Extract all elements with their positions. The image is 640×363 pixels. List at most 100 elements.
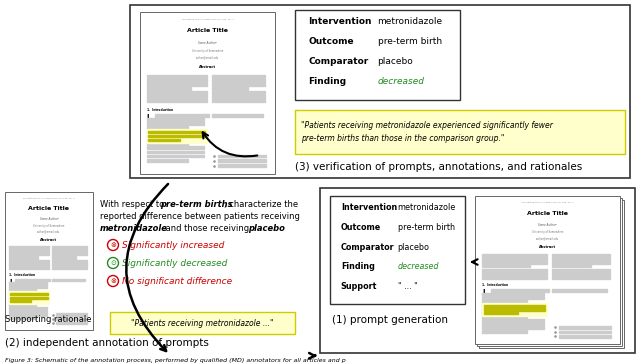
Bar [52, 260, 87, 262]
Text: and those receiving: and those receiving [163, 224, 252, 233]
FancyBboxPatch shape [295, 10, 460, 100]
Bar [52, 246, 87, 248]
Bar [147, 159, 188, 162]
Bar [483, 269, 547, 271]
FancyBboxPatch shape [130, 5, 630, 178]
Bar [483, 308, 543, 310]
Text: Some Author¹: Some Author¹ [40, 217, 58, 221]
Bar [212, 99, 266, 102]
Bar [483, 326, 543, 329]
Text: Outcome: Outcome [341, 223, 381, 232]
Bar [56, 313, 88, 316]
Bar [10, 260, 49, 262]
Text: Supporting rationale: Supporting rationale [5, 315, 92, 324]
Bar [212, 87, 248, 90]
Bar [10, 293, 47, 295]
Bar [10, 293, 47, 295]
Text: author@email.edu: author@email.edu [536, 236, 559, 240]
Text: (3) verification of prompts, annotations, and rationales: (3) verification of prompts, annotations… [295, 162, 582, 172]
FancyBboxPatch shape [479, 200, 624, 348]
Bar [483, 265, 530, 268]
Bar [56, 318, 88, 320]
Text: 1.  Introduction: 1. Introduction [147, 107, 173, 111]
Bar [10, 317, 36, 319]
Text: Significantly increased: Significantly increased [122, 241, 225, 249]
Text: Article Title: Article Title [187, 28, 228, 33]
Bar [10, 297, 47, 299]
Bar [155, 114, 209, 117]
Bar [483, 261, 547, 264]
Text: Formatting title & August 2019 Vol. 555, No. 1: Formatting title & August 2019 Vol. 555,… [182, 19, 234, 20]
Text: decreased: decreased [378, 77, 424, 86]
Bar [10, 291, 49, 304]
Bar [147, 79, 207, 82]
Bar [10, 299, 47, 302]
Text: Some Author¹: Some Author¹ [198, 41, 217, 45]
Text: pre-term births than those in the comparison group.": pre-term births than those in the compar… [301, 134, 504, 143]
Bar [483, 304, 543, 307]
Text: Comparator: Comparator [308, 57, 369, 66]
Text: Article Title: Article Title [527, 211, 568, 216]
Text: Abstract: Abstract [199, 65, 216, 69]
Bar [147, 130, 204, 133]
Text: University of Somewhere: University of Somewhere [532, 230, 563, 234]
Text: "Patients receiving metronidazole experienced significantly fewer: "Patients receiving metronidazole experi… [301, 121, 553, 130]
Text: Finding: Finding [308, 77, 346, 86]
Text: pre-term birth: pre-term birth [378, 37, 442, 46]
Bar [552, 289, 607, 292]
Bar [552, 257, 610, 260]
Text: Outcome: Outcome [308, 37, 354, 46]
Text: Significantly decreased: Significantly decreased [122, 258, 227, 268]
Bar [147, 118, 204, 121]
Bar [552, 265, 591, 268]
Text: Formatting title & August 2019 Vol. 555, No. 1: Formatting title & August 2019 Vol. 555,… [23, 197, 75, 199]
Text: L: L [147, 114, 151, 120]
Bar [10, 286, 47, 288]
Bar [147, 142, 188, 145]
Bar [212, 95, 266, 98]
Bar [10, 310, 47, 313]
Bar [483, 323, 543, 325]
Bar [147, 155, 204, 158]
Text: University of Somewhere: University of Somewhere [33, 224, 65, 228]
Text: Abstract: Abstract [539, 245, 556, 249]
Bar [10, 282, 47, 285]
Text: L: L [10, 279, 14, 285]
Bar [147, 138, 204, 141]
Text: Figure 3: Schematic of the annotation process, performed by qualified (MD) annot: Figure 3: Schematic of the annotation pr… [5, 358, 346, 363]
Text: Intervention: Intervention [308, 17, 372, 26]
Bar [212, 91, 266, 94]
Text: ⊗: ⊗ [110, 242, 116, 248]
Bar [147, 151, 204, 154]
FancyBboxPatch shape [475, 196, 620, 344]
Bar [148, 131, 205, 133]
Bar [10, 266, 49, 269]
Bar [147, 126, 188, 129]
Text: L: L [483, 289, 486, 295]
Bar [483, 300, 527, 303]
Bar [212, 83, 266, 86]
Text: (1) prompt generation: (1) prompt generation [332, 315, 448, 325]
Text: placebo: placebo [378, 57, 413, 66]
Bar [147, 129, 207, 143]
Text: author@email.edu: author@email.edu [196, 56, 219, 60]
Bar [10, 306, 47, 309]
Bar [10, 263, 49, 266]
Text: With respect to: With respect to [100, 200, 167, 209]
Bar [484, 312, 518, 314]
Bar [552, 261, 610, 264]
Bar [483, 330, 527, 333]
Text: Finding: Finding [341, 262, 374, 271]
Bar [52, 266, 87, 269]
Bar [52, 263, 87, 266]
Text: ⊗: ⊗ [110, 278, 116, 284]
Text: author@email.edu: author@email.edu [37, 229, 61, 233]
Bar [10, 256, 38, 259]
Text: metronidazole: metronidazole [378, 17, 443, 26]
Bar [10, 296, 47, 299]
Text: pre-term births: pre-term births [160, 200, 232, 209]
Text: "Patients receiving metronidazole ...": "Patients receiving metronidazole ..." [131, 318, 274, 327]
Text: pre-term birth: pre-term birth [397, 223, 454, 232]
Text: Formatting title & August 2019 Vol. 555, No. 1: Formatting title & August 2019 Vol. 555,… [522, 202, 573, 203]
Bar [147, 75, 207, 78]
